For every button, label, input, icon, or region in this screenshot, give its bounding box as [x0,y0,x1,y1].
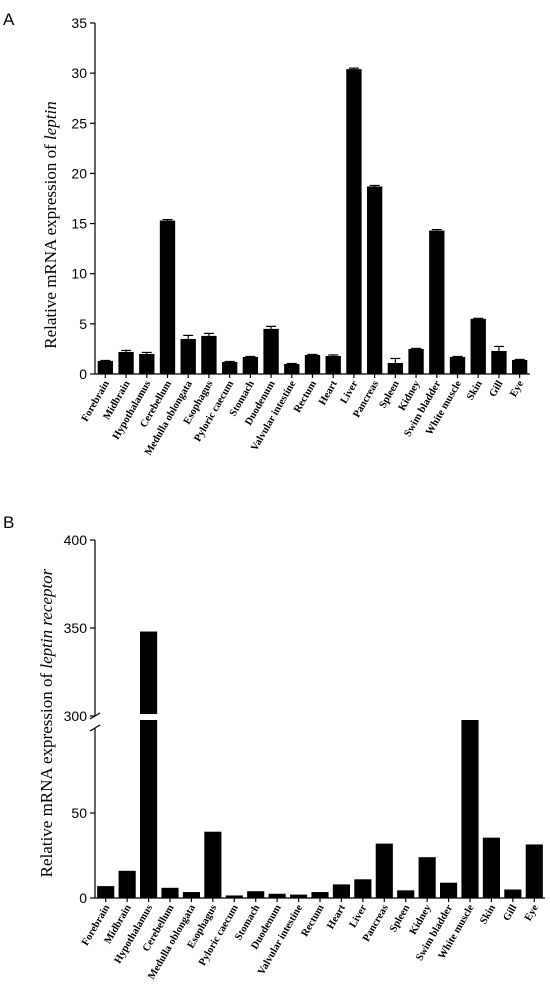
panel-a-bar [221,361,238,374]
panel-b-y-tick-label: 400 [64,532,88,548]
panel-a-y-tick-label: 5 [79,316,87,332]
panel-b-bar [418,857,436,898]
panel-a-bar [491,350,507,374]
panel-a-bar [408,348,424,374]
panel-b-y-tick-label: 350 [64,620,88,636]
panel-b-bar [97,886,115,898]
panel-b-bar [290,894,308,898]
panel-a-category-label: Liver [339,379,361,406]
panel-a-bar [511,359,528,374]
panel-a-bar [242,356,259,374]
panel-a-category-label: Eye [508,379,526,399]
panel-a-y-tick-label: 30 [71,65,87,81]
panel-b-bar [375,843,393,898]
panel-a-bar [449,356,466,374]
panel-b-bar [247,891,265,898]
panel-a-bar [180,338,196,374]
panel-a-category-label: Gill [488,379,506,399]
panel-b-bar [397,890,415,898]
panel-a-bar [284,363,300,374]
panel-a-bar [470,318,486,374]
panel-a-bar [118,351,134,374]
panel-a-bar [304,354,321,374]
panel-a-bar [159,220,176,374]
panel-b-bar [440,882,458,898]
panel-a-category-label: Heart [317,379,340,408]
panel-b-y-tick-label: 300 [64,708,88,724]
panel-b-bar [354,879,372,898]
panel-b-chart: 050300350400ForebrainMidbrainHypothalamu… [64,532,545,982]
panel-a-y-tick-label: 25 [71,115,87,131]
panel-b-category-label: Heart [325,903,348,932]
panel-b-category-label: Eye [523,903,541,923]
panel-a-ylabel: Relative mRNA expression of leptin [41,101,60,348]
panel-b-bar [504,889,522,898]
panel-a-bar [429,230,445,374]
panel-b-bar [525,844,543,898]
panel-a-y-tick-label: 0 [79,366,87,382]
panel-b-bar [118,870,136,898]
panel-a-category-label: Skin [465,379,485,402]
panel-a-letter: A [3,10,15,29]
panel-a-bar [139,353,155,374]
panel-a-y-tick-label: 35 [71,15,87,31]
panel-a-bar [97,360,114,374]
panel-a-y-tick-label: 10 [71,266,87,282]
panel-b-bar [140,720,158,898]
panel-a-bar [387,362,404,374]
panel-a-bar [366,186,383,374]
panel-b-bar [332,884,350,898]
panel-a-bar [201,335,217,374]
panel-b-bar [225,895,243,898]
panel-b-category-label: Gill [501,903,519,923]
panel-b-bar [268,893,286,898]
panel-b-bar [182,892,200,898]
panel-a-y-tick-label: 15 [71,216,87,232]
panel-b-axis-break-mark [89,724,101,732]
panel-b-y-tick-label: 0 [79,890,87,906]
panel-a-bar [346,69,362,374]
panel-b-letter: B [3,513,14,532]
panel-b-ylabel: Relative mRNA expression of leptin recep… [37,568,56,877]
panel-b-bar-upper [140,631,158,714]
panel-a-y-tick-label: 20 [71,165,87,181]
panel-b-category-label: Liver [348,903,370,930]
panel-b-bar [461,720,479,898]
panel-a-chart: 05101520253035ForebrainMidbrainHypothala… [71,15,530,458]
panel-b-bar [161,887,179,898]
panel-b-bar [311,892,329,898]
panel-b-bar [204,831,222,898]
panel-a-bar [325,355,341,374]
panel-b-y-tick-label: 50 [71,805,87,821]
panel-b-bar [482,837,500,898]
panel-b-category-label: Skin [478,903,498,926]
panel-a-bar [263,328,279,374]
